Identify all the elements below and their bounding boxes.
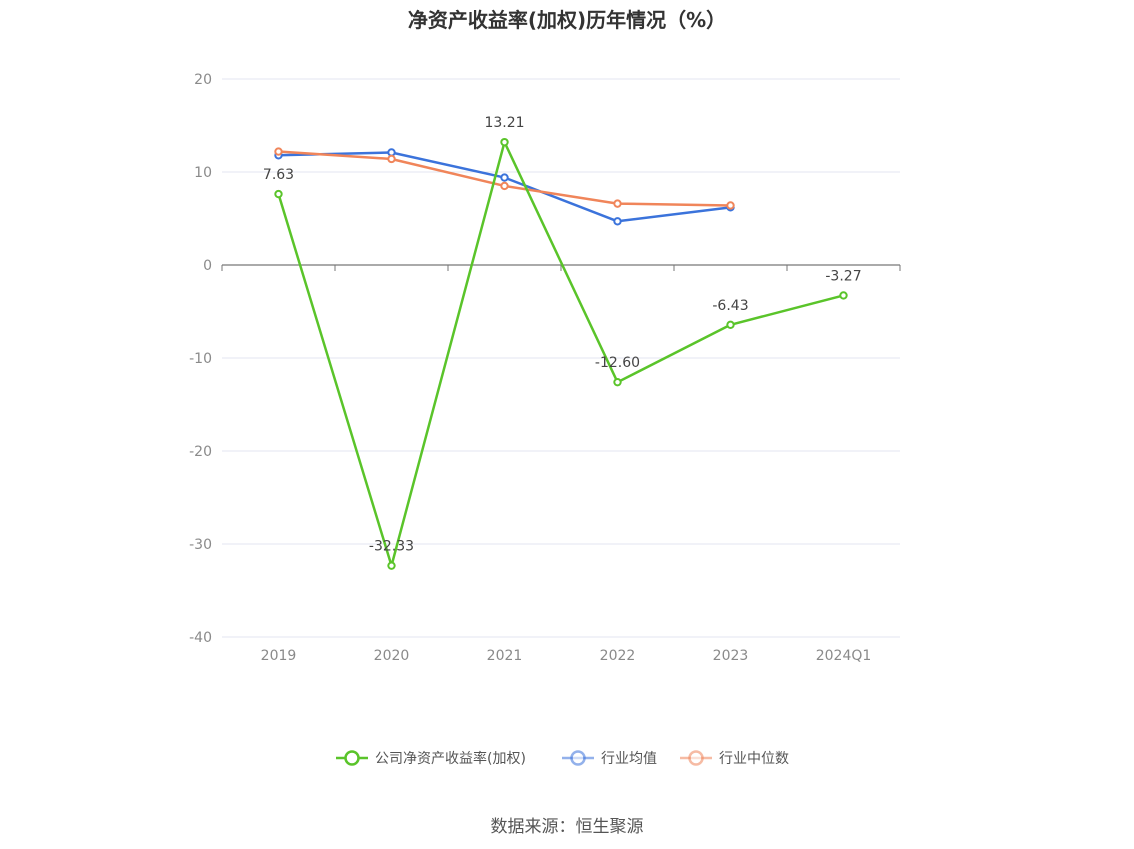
x-tick-label: 2023 [713,648,749,664]
data-point[interactable] [387,154,396,164]
x-tick-label: 2024Q1 [816,648,872,664]
data-label: -6.43 [712,298,748,314]
y-tick-label: -20 [189,444,212,460]
x-tick-label: 2020 [374,648,410,664]
data-label: -32.33 [369,539,414,555]
data-point[interactable] [613,377,622,387]
x-tick-label: 2019 [261,648,297,664]
data-point[interactable] [500,181,509,191]
legend-marker-icon [570,750,586,766]
data-point[interactable] [387,148,396,157]
y-tick-label: 0 [203,258,212,274]
y-tick-label: 20 [194,72,212,88]
legend-item-2[interactable]: 行业中位数 [680,750,789,767]
y-axis-ticks: 20 10 0 -10 -20 -30 -40 [189,72,212,646]
x-tick-label: 2021 [487,648,523,664]
data-point[interactable] [274,189,283,199]
data-point[interactable] [500,137,509,147]
y-tick-label: 10 [194,165,212,181]
legend-marker-icon [344,750,360,766]
chart-title: 净资产收益率(加权)历年情况（%） [407,8,727,32]
data-point[interactable] [726,320,735,329]
legend-label: 行业中位数 [719,751,789,767]
grid-lines [222,78,900,638]
y-tick-label: -10 [189,351,212,367]
legend-label: 公司净资产收益率(加权) [375,750,526,767]
data-point[interactable] [839,291,848,300]
legend-label: 行业均值 [601,751,657,767]
series-lines [274,137,848,570]
data-label: 7.63 [263,167,294,183]
series-line-0 [277,140,844,567]
data-point[interactable] [274,147,283,156]
data-point[interactable] [387,561,396,570]
data-point[interactable] [613,199,622,208]
data-labels: 7.63 -32.33 13.21 -12.60 -6.43 -3.27 [263,115,862,555]
legend-marker-icon [688,750,704,766]
data-source: 数据来源：恒生聚源 [490,817,644,837]
data-point[interactable] [500,173,509,182]
x-tick-label: 2022 [600,648,636,664]
legend-item-0[interactable]: 公司净资产收益率(加权) [336,750,526,767]
legend-item-1[interactable]: 行业均值 [562,750,657,767]
data-point[interactable] [613,217,622,226]
x-axis: 2019 2020 2021 2022 2023 2024Q1 [221,264,901,664]
data-label: -3.27 [825,268,861,284]
data-label: 13.21 [484,115,524,131]
y-tick-label: -40 [189,630,212,646]
data-label: -12.60 [595,355,640,371]
y-tick-label: -30 [189,537,212,553]
legend: 公司净资产收益率(加权) 行业均值 行业中位数 [336,750,789,767]
data-point[interactable] [726,201,735,210]
